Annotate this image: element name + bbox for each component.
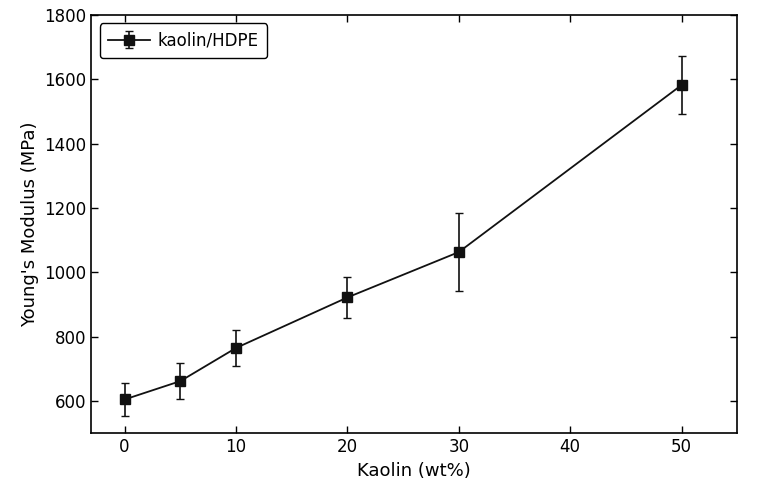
- Y-axis label: Young's Modulus (MPa): Young's Modulus (MPa): [21, 122, 39, 327]
- X-axis label: Kaolin (wt%): Kaolin (wt%): [357, 462, 471, 480]
- Legend: kaolin/HDPE: kaolin/HDPE: [100, 23, 268, 58]
